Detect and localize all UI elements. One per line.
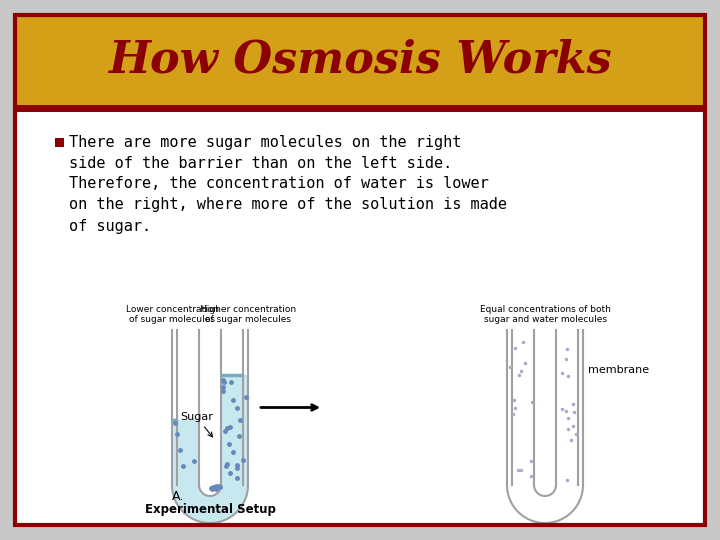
Text: of sugar.: of sugar. [69,219,151,233]
Text: of sugar molecules: of sugar molecules [129,315,215,325]
Text: Equal concentrations of both: Equal concentrations of both [480,306,611,314]
Text: on the right, where more of the solution is made: on the right, where more of the solution… [69,198,507,213]
Text: Sugar: Sugar [180,412,213,437]
Bar [221,375,248,485]
Bar [172,420,199,485]
Bar [15,15,705,105]
Text: Experimental Setup: Experimental Setup [145,503,276,516]
Polygon shape [172,485,248,523]
Text: sugar and water molecules: sugar and water molecules [484,315,606,325]
Bar [55,138,64,146]
Text: Lower concentration: Lower concentration [125,306,218,314]
Text: There are more sugar molecules on the right: There are more sugar molecules on the ri… [69,134,462,150]
Text: Therefore, the concentration of water is lower: Therefore, the concentration of water is… [69,177,489,192]
Text: How Osmosis Works: How Osmosis Works [108,38,612,82]
Text: A.: A. [172,490,184,503]
Text: of sugar molecules: of sugar molecules [205,315,291,325]
Text: membrane: membrane [588,365,649,375]
Text: side of the barrier than on the left side.: side of the barrier than on the left sid… [69,156,452,171]
Text: Higher concentration: Higher concentration [200,306,296,314]
Bar [15,105,705,112]
